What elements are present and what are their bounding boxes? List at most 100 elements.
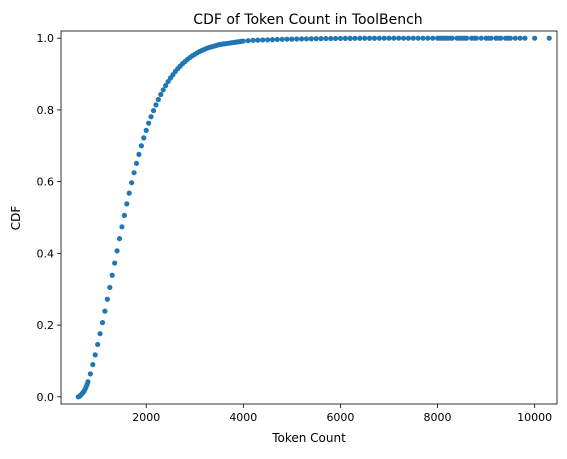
data-point — [289, 36, 295, 42]
data-point — [512, 35, 518, 41]
data-point — [95, 341, 101, 348]
data-point — [150, 108, 157, 114]
y-tick-label: 1.0 — [37, 32, 55, 45]
data-point — [362, 35, 368, 41]
data-point — [255, 37, 261, 43]
data-point — [415, 35, 421, 41]
data-point — [131, 170, 137, 176]
data-point — [160, 87, 166, 93]
plot-frame — [60, 30, 558, 405]
x-tick-label: 4000 — [229, 411, 257, 424]
x-tick-label: 6000 — [326, 411, 354, 424]
data-point — [146, 120, 152, 126]
y-tick-label: 0.8 — [37, 104, 55, 117]
x-axis-label: Token Count — [271, 431, 346, 445]
data-point — [337, 35, 344, 42]
data-point — [265, 37, 271, 43]
data-point — [352, 35, 358, 41]
data-point — [158, 91, 164, 98]
data-point — [546, 35, 552, 41]
data-point — [260, 37, 266, 43]
data-point — [109, 272, 115, 278]
data-point — [308, 36, 314, 42]
data-point — [97, 331, 103, 337]
data-point — [121, 212, 127, 218]
data-point — [342, 35, 348, 41]
y-axis-label: CDF — [9, 206, 23, 231]
data-point — [141, 135, 147, 141]
data-point — [488, 35, 494, 41]
data-point — [522, 35, 528, 41]
data-point — [245, 38, 251, 44]
x-tick-label: 10000 — [517, 411, 552, 424]
data-point — [114, 248, 120, 254]
data-point — [386, 35, 392, 41]
data-point — [464, 35, 470, 41]
data-point — [92, 352, 98, 358]
y-axis-ticks: 0.0 0.2 0.4 0.6 0.8 1.0 — [37, 32, 61, 404]
data-point — [371, 35, 378, 41]
data-point — [138, 143, 144, 149]
x-tick-label: 8000 — [424, 411, 452, 424]
data-point — [517, 35, 523, 41]
y-tick-label: 0.6 — [37, 176, 55, 189]
data-point — [112, 260, 118, 266]
data-point — [318, 36, 324, 42]
y-tick-label: 0.2 — [37, 319, 55, 332]
data-point — [102, 308, 108, 314]
data-point — [284, 36, 290, 42]
data-point — [85, 379, 91, 385]
data-point — [250, 37, 256, 43]
data-point — [299, 36, 305, 42]
data-point — [155, 96, 161, 103]
data-point — [420, 35, 426, 41]
data-point — [410, 35, 416, 41]
data-point — [332, 35, 339, 42]
data-point — [328, 35, 334, 42]
data-points — [75, 35, 552, 400]
data-point — [104, 296, 110, 302]
data-point — [240, 38, 246, 44]
x-tick-label: 2000 — [132, 411, 160, 424]
data-point — [507, 35, 513, 41]
data-point — [498, 35, 504, 41]
data-point — [396, 35, 402, 41]
data-point — [90, 361, 96, 368]
data-point — [357, 35, 363, 41]
data-point — [430, 35, 436, 41]
data-point — [532, 35, 538, 41]
data-point — [303, 36, 310, 42]
data-point — [107, 284, 113, 291]
data-point — [136, 151, 142, 157]
x-axis-ticks: 2000 4000 6000 8000 10000 — [132, 404, 552, 424]
data-point — [116, 236, 123, 242]
y-tick-label: 0.4 — [37, 247, 55, 260]
data-point — [323, 35, 329, 42]
data-point — [124, 201, 130, 207]
data-point — [391, 35, 397, 41]
data-point — [313, 36, 319, 42]
data-point — [274, 36, 280, 43]
data-point — [126, 190, 132, 196]
data-point — [143, 127, 149, 133]
data-point — [87, 371, 93, 377]
data-point — [153, 102, 159, 108]
data-point — [148, 114, 154, 120]
data-point — [119, 224, 125, 230]
data-point — [425, 35, 431, 41]
data-point — [449, 35, 455, 41]
data-point — [405, 35, 412, 41]
chart-title: CDF of Token Count in ToolBench — [193, 12, 422, 28]
data-point — [99, 319, 106, 326]
data-point — [478, 35, 484, 41]
data-point — [381, 35, 387, 41]
y-tick-label: 0.0 — [37, 391, 55, 404]
data-point — [133, 160, 140, 166]
data-point — [473, 35, 479, 41]
data-point — [294, 36, 300, 42]
data-point — [279, 36, 285, 42]
data-point — [129, 180, 135, 186]
data-point — [366, 35, 373, 41]
